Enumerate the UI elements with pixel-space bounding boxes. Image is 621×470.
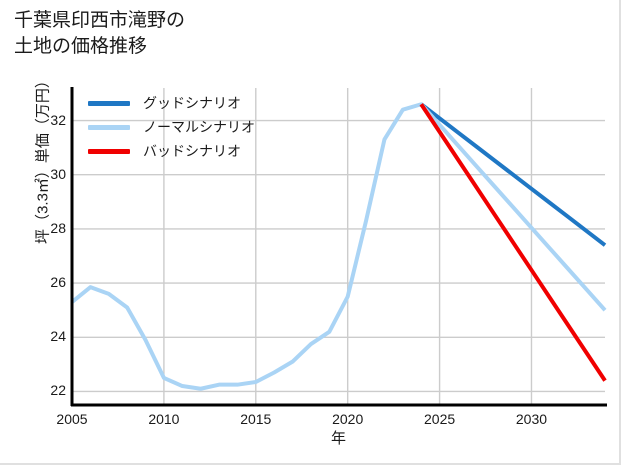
series-line-バッドシナリオ: [419, 103, 607, 382]
y-tick-label: 32: [50, 111, 66, 128]
y-axis-label: 坪（3.3㎡）単価（万円）: [34, 73, 52, 244]
legend-item[interactable]: グッドシナリオ: [88, 92, 255, 114]
legend-item-label: ノーマルシナリオ: [143, 119, 255, 135]
page-title: 千葉県印西市滝野の 土地の価格推移: [14, 10, 186, 57]
y-tick-label: 30: [50, 165, 66, 182]
x-tick-label: 2015: [240, 411, 272, 427]
series-line-ノーマルシナリオ: [70, 102, 607, 391]
legend-item-label: グッドシナリオ: [143, 95, 241, 111]
legend-color-swatch: [88, 124, 130, 130]
y-axis-ticks: 22 24 26 28 30 32: [22, 0, 66, 465]
legend-color-swatch: [88, 148, 130, 154]
chart-legend: グッドシナリオ ノーマルシナリオ バッドシナリオ: [88, 92, 255, 164]
legend-item[interactable]: バッドシナリオ: [88, 140, 255, 162]
x-tick-label: 2025: [424, 411, 456, 427]
series-line-グッドシナリオ: [419, 102, 607, 247]
legend-color-swatch: [88, 100, 130, 106]
x-tick-label: 2030: [515, 411, 548, 427]
x-tick-label: 2020: [332, 411, 364, 427]
y-tick-label: 24: [50, 328, 66, 345]
x-tick-label: 2010: [148, 411, 180, 427]
legend-item-label: バッドシナリオ: [143, 143, 241, 159]
y-tick-label: 26: [50, 274, 66, 291]
legend-item[interactable]: ノーマルシナリオ: [88, 116, 255, 138]
y-tick-label: 22: [50, 382, 66, 399]
x-axis-label: 年: [330, 430, 346, 447]
y-tick-label: 28: [50, 219, 66, 236]
x-tick-label: 2005: [56, 411, 88, 427]
